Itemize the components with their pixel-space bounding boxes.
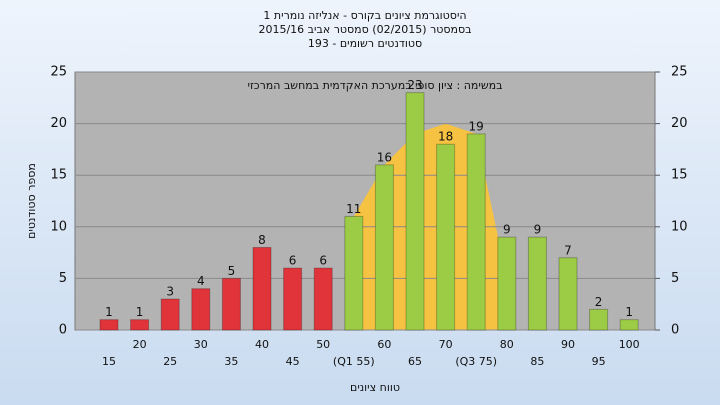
y-tick-label: 25 (50, 65, 67, 80)
x-tick-label: 20 (133, 338, 147, 351)
x-tick-label: 25 (163, 355, 177, 368)
y2-tick-label: 0 (671, 323, 679, 338)
value-label: 18 (438, 130, 453, 144)
x-tick-label: 100 (619, 338, 640, 351)
bar (527, 236, 547, 331)
value-label: 5 (228, 264, 236, 278)
bar (130, 319, 150, 331)
value-label: 16 (377, 150, 392, 164)
x-tick-label: 50 (316, 338, 330, 351)
bar (313, 267, 333, 331)
bar (619, 319, 639, 331)
value-label: 9 (503, 223, 511, 237)
y-tick-label: 5 (59, 271, 67, 286)
y-tick-label: 10 (50, 219, 67, 234)
y2-tick-label: 15 (671, 168, 688, 183)
chart-title: היסטוגרמת ציונים בקורס - אנליזה נומרית 1 (263, 9, 466, 22)
y-tick-label: 15 (50, 168, 67, 183)
bar (252, 246, 272, 331)
bar (497, 236, 517, 331)
value-label: 7 (564, 243, 572, 257)
x-tick-label: 90 (561, 338, 575, 351)
value-label: 6 (289, 254, 297, 268)
y2-tick-label: 20 (671, 116, 688, 131)
value-label: 4 (197, 274, 205, 288)
x-tick-label: 15 (102, 355, 116, 368)
x-tick-label: 30 (194, 338, 208, 351)
x-tick-label: (Q1 55) (333, 355, 375, 368)
bar (99, 319, 119, 331)
x-tick-label: 70 (439, 338, 453, 351)
bar (466, 133, 486, 331)
y-tick-label: 0 (59, 323, 67, 338)
chart-subtitle: בסמסטר (02/2015) סמסטר אביב 2015/16 (258, 23, 471, 36)
value-label: 9 (534, 223, 542, 237)
x-tick-label: 95 (592, 355, 606, 368)
value-label: 1 (625, 305, 633, 319)
value-label: 1 (105, 305, 113, 319)
value-label: 8 (258, 233, 266, 247)
value-label: 19 (469, 119, 484, 133)
value-label: 2 (595, 295, 603, 309)
x-tick-label: 40 (255, 338, 269, 351)
x-tick-label: 85 (530, 355, 544, 368)
bar (558, 257, 578, 331)
bar (160, 298, 180, 331)
bar (191, 288, 211, 331)
y2-tick-label: 25 (671, 65, 688, 80)
annotation: במשימה : ציון סופי במערכת האקדמית במחשב … (248, 79, 503, 92)
bar (221, 277, 241, 331)
bar (589, 308, 609, 331)
bar (283, 267, 303, 331)
x-tick-label: 45 (286, 355, 300, 368)
y2-tick-label: 5 (671, 271, 679, 286)
value-label: 3 (166, 285, 174, 299)
x-tick-label: 80 (500, 338, 514, 351)
value-label: 11 (346, 202, 361, 216)
x-tick-label: (Q3 75) (455, 355, 497, 368)
bar (374, 164, 394, 331)
chart-subtitle: סטודנטים רשומים - 193 (308, 37, 422, 50)
x-tick-label: 60 (377, 338, 391, 351)
bar (344, 215, 364, 331)
value-label: 1 (136, 305, 144, 319)
y-axis-label: מספר סטודנטים (25, 163, 38, 239)
x-tick-label: 35 (224, 355, 238, 368)
y-tick-label: 20 (50, 116, 67, 131)
x-tick-label: 65 (408, 355, 422, 368)
bar (405, 92, 425, 331)
y2-tick-label: 10 (671, 219, 688, 234)
value-label: 6 (319, 254, 327, 268)
value-label: 23 (407, 78, 422, 92)
x-axis-label: טווח ציונים (350, 381, 400, 394)
bar (436, 143, 456, 331)
